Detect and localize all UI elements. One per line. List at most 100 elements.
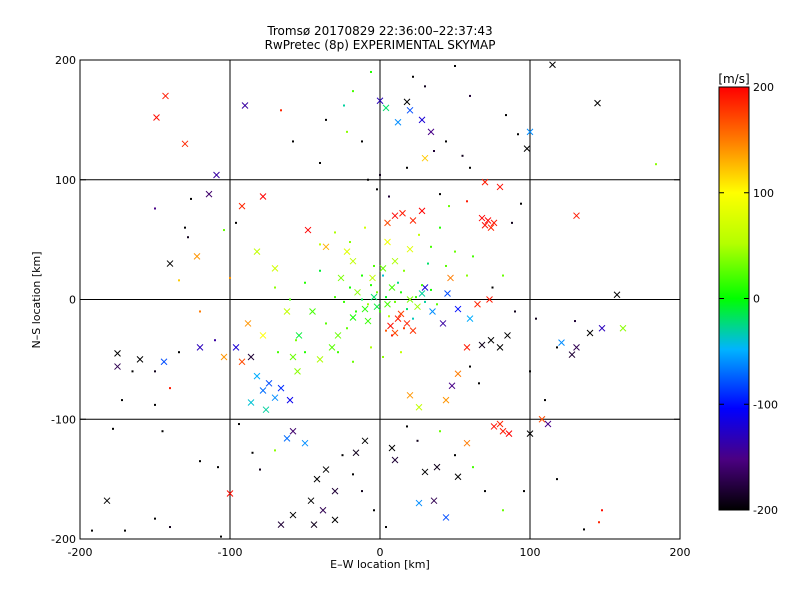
- cross-stroke: [406, 106, 414, 114]
- cross-stroke: [373, 303, 381, 311]
- scatter-point-cross: [205, 190, 213, 198]
- scatter-point-dot: [346, 327, 348, 330]
- scatter-point-cross: [238, 358, 246, 366]
- scatter-point-cross: [478, 214, 486, 222]
- scatter-point-dot: [385, 296, 387, 299]
- scatter-point-dot: [238, 423, 240, 426]
- scatter-point-dot: [277, 351, 279, 354]
- cross-stroke: [454, 305, 462, 313]
- scatter-point-cross: [277, 521, 285, 528]
- cross-stroke: [310, 521, 318, 528]
- scatter-point-dot: [376, 188, 378, 191]
- scatter-point-dot: [388, 315, 390, 318]
- scatter-point-dot: [367, 303, 369, 306]
- scatter-point-dot: [424, 85, 426, 88]
- scatter-point-dot: [178, 279, 180, 282]
- cross-stroke: [394, 315, 402, 323]
- scatter-point-cross: [444, 290, 451, 297]
- cross-stroke: [391, 257, 399, 265]
- scatter-point-cross: [391, 257, 399, 265]
- scatter-point-dot: [352, 360, 354, 363]
- scatter-point-cross: [319, 506, 327, 514]
- cross-stroke: [304, 226, 312, 234]
- scatter-point-cross: [259, 387, 267, 394]
- scatter-point-dot: [427, 262, 429, 265]
- scatter-point-dot: [280, 109, 282, 112]
- cross-stroke: [447, 274, 454, 282]
- cross-stroke: [391, 212, 399, 220]
- cross-stroke: [421, 284, 429, 291]
- scatter-point-dot: [406, 425, 408, 428]
- scatter-point-dot: [319, 161, 321, 164]
- scatter-point-cross: [421, 154, 429, 162]
- scatter-point-dot: [382, 274, 384, 277]
- cross-stroke: [247, 353, 255, 361]
- scatter-point-cross: [403, 320, 411, 327]
- y-axis-label: N–S location [km]: [30, 251, 43, 348]
- scatter-point-dot: [511, 221, 513, 224]
- scatter-point-dot: [325, 322, 327, 325]
- cross-stroke: [309, 308, 316, 315]
- cross-stroke: [307, 497, 315, 505]
- scatter-point-cross: [352, 449, 360, 457]
- scatter-point-dot: [274, 286, 276, 289]
- scatter-point-dot: [154, 403, 156, 406]
- scatter-point-cross: [388, 284, 396, 291]
- scatter-point-dot: [520, 202, 522, 205]
- x-tick-label: -100: [218, 546, 243, 559]
- x-tick-label: 0: [377, 546, 384, 559]
- scatter-point-cross: [241, 102, 249, 109]
- scatter-point-cross: [391, 212, 399, 220]
- cross-stroke: [427, 128, 435, 136]
- scatter-point-dot: [178, 351, 180, 354]
- scatter-point-dot: [373, 509, 375, 512]
- scatter-point-cross: [429, 308, 436, 315]
- scatter-point-dot: [478, 382, 480, 385]
- chart-subtitle: RwPretec (8p) EXPERIMENTAL SKYMAP: [265, 38, 496, 52]
- scatter-point-cross: [505, 430, 513, 437]
- scatter-point-dot: [187, 236, 189, 239]
- cross-stroke: [384, 300, 391, 308]
- cross-stroke: [388, 284, 396, 291]
- scatter-point-dot: [655, 163, 657, 166]
- chart-title: Tromsø 20170829 22:36:00–22:37:43: [266, 24, 492, 38]
- cross-stroke: [463, 344, 471, 351]
- scatter-point-cross: [538, 415, 546, 423]
- scatter-point-cross: [136, 356, 144, 363]
- scatter-point-dot: [304, 281, 306, 284]
- cross-stroke: [283, 435, 291, 442]
- scatter-point-cross: [499, 427, 507, 435]
- scatter-point-dot: [502, 274, 504, 277]
- scatter-point-dot: [466, 274, 468, 277]
- scatter-point-dot: [370, 70, 372, 73]
- scatter-point-dot: [391, 334, 393, 337]
- scatter-point-dot: [448, 205, 450, 208]
- scatter-point-cross: [349, 314, 357, 321]
- scatter-point-dot: [346, 130, 348, 133]
- scatter-point-cross: [373, 303, 381, 311]
- scatter-point-dot: [472, 466, 474, 469]
- scatter-point-dot: [517, 133, 519, 136]
- scatter-point-cross: [568, 351, 576, 358]
- cross-stroke: [354, 288, 361, 296]
- cross-stroke: [376, 97, 384, 105]
- scatter-point-dot: [385, 329, 387, 332]
- cross-stroke: [262, 406, 270, 414]
- cross-stroke: [466, 315, 474, 323]
- scatter-point-dot: [112, 427, 114, 430]
- scatter-point-dot: [169, 526, 171, 529]
- cross-stroke: [361, 437, 369, 445]
- scatter-point-dot: [370, 346, 372, 349]
- scatter-point-dot: [292, 140, 294, 143]
- cross-stroke: [328, 344, 336, 351]
- scatter-point-dot: [319, 243, 321, 246]
- scatter-point-dot: [334, 231, 336, 234]
- scatter-point-cross: [361, 305, 369, 313]
- cross-stroke: [429, 308, 436, 315]
- scatter-point-cross: [369, 274, 376, 282]
- scatter-point-dot: [319, 269, 321, 272]
- scatter-point-dot: [544, 399, 546, 402]
- data-points: [91, 61, 657, 538]
- cross-stroke: [271, 394, 279, 402]
- scatter-point-cross: [286, 396, 294, 404]
